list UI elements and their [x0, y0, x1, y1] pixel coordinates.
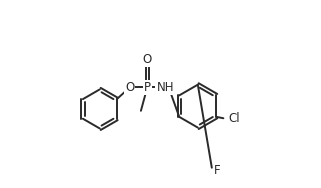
Text: P: P	[144, 81, 151, 94]
Text: F: F	[214, 164, 220, 177]
Text: O: O	[125, 81, 134, 94]
Text: NH: NH	[156, 81, 174, 94]
Text: O: O	[143, 53, 152, 66]
Text: Cl: Cl	[229, 112, 240, 125]
